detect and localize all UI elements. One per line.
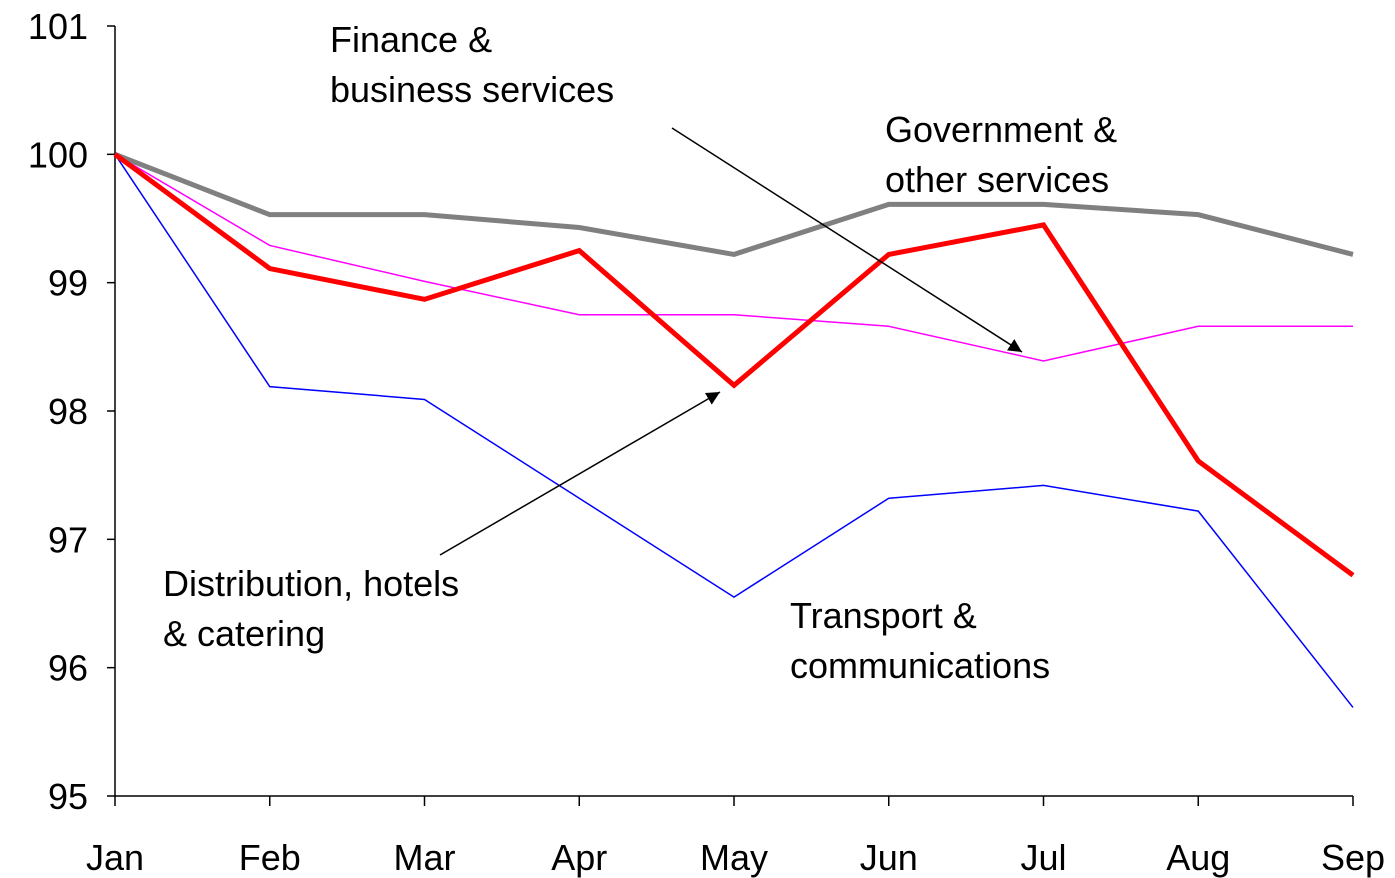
series-label: Distribution, hotels & catering [163,563,459,654]
series-label-line: Government & [885,109,1117,150]
y-tick-label: 95 [48,776,88,817]
x-tick-label: Jan [86,837,144,878]
series-label-line: business services [330,69,614,110]
y-tick-label: 97 [48,519,88,560]
series-line [114,152,1354,258]
x-tick-label: Jul [1020,837,1066,878]
x-tick-label: Feb [239,837,301,878]
arrow [671,127,1023,353]
x-tick-label: Jun [860,837,918,878]
y-tick-label: 96 [48,648,88,689]
series-label: Government & other services [885,109,1117,200]
y-tick-label: 100 [28,134,88,175]
y-tick-label: 101 [28,6,88,47]
series-label-line: & catering [163,613,325,654]
series-label-line: Finance & [330,19,492,60]
series-label: Transport & communications [790,595,1050,686]
series-label-line: other services [885,159,1109,200]
series-label: Finance & business services [330,19,614,110]
series-label-line: communications [790,645,1050,686]
x-tick-label: May [700,837,768,878]
series-label-line: Transport & [790,595,977,636]
series-line [114,153,1353,362]
x-tick-label: Aug [1166,837,1230,878]
series-line [114,153,1354,708]
y-tick-label: 98 [48,391,88,432]
series-line [113,152,1355,578]
x-tick-label: Apr [551,837,607,878]
y-tick-label: 99 [48,263,88,304]
series-label-line: Distribution, hotels [163,563,459,604]
x-tick-label: Sep [1321,837,1385,878]
arrow [439,391,721,556]
x-tick-label: Mar [394,837,456,878]
